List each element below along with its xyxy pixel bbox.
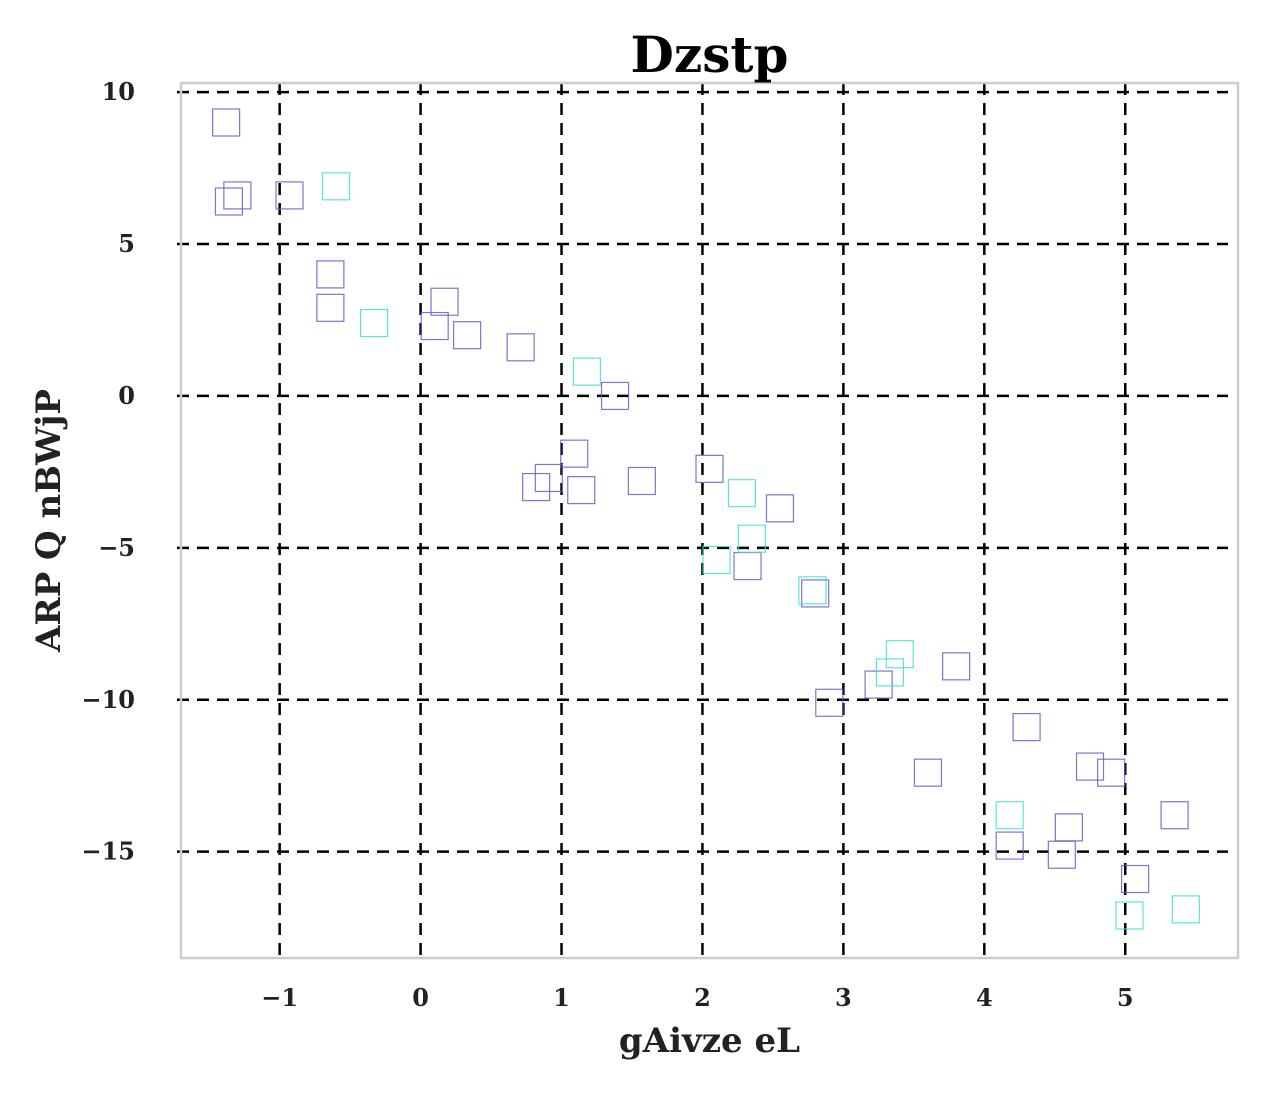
- chart-title: Dzstp: [631, 25, 789, 84]
- data-point: [211, 108, 241, 137]
- x-tick-label: −1: [261, 983, 298, 1012]
- data-point: [733, 551, 762, 581]
- grid: [177, 83, 1228, 958]
- plot-frame: [179, 81, 1240, 960]
- data-point: [864, 670, 893, 699]
- data-point: [1171, 895, 1200, 924]
- data-point: [737, 524, 766, 553]
- data-point: [214, 187, 244, 216]
- y-tick-label: −15: [81, 837, 135, 866]
- data-point: [1115, 901, 1144, 930]
- data-point: [1054, 813, 1083, 842]
- data-point: [627, 466, 656, 496]
- data-point: [798, 576, 827, 605]
- data-point: [815, 688, 844, 717]
- data-point: [430, 287, 459, 316]
- data-point: [359, 308, 389, 338]
- y-tick-label: 0: [118, 381, 135, 410]
- data-point: [885, 640, 914, 669]
- data-point: [995, 831, 1024, 860]
- data-point: [1047, 840, 1076, 869]
- data-point: [534, 463, 563, 493]
- x-tick-label: 4: [976, 983, 993, 1012]
- data-point: [942, 652, 971, 681]
- data-points: [211, 108, 1200, 930]
- data-point: [223, 181, 252, 210]
- y-tick-label: 5: [118, 229, 135, 258]
- data-point: [1075, 752, 1105, 781]
- data-point: [420, 311, 449, 341]
- data-point: [875, 658, 904, 687]
- data-point: [1160, 801, 1189, 830]
- data-point: [316, 260, 345, 289]
- x-tick-label: 5: [1117, 983, 1134, 1012]
- data-point: [765, 494, 795, 523]
- x-tick-label: 1: [553, 983, 570, 1012]
- data-point: [567, 476, 596, 505]
- y-tick-label: −5: [98, 533, 135, 562]
- x-tick-label: 0: [412, 983, 429, 1012]
- data-point: [913, 758, 943, 787]
- x-tick-label: 2: [694, 983, 711, 1012]
- data-point: [275, 181, 304, 210]
- data-point: [316, 293, 345, 322]
- data-point: [727, 479, 757, 508]
- y-tick-label: 10: [102, 77, 135, 106]
- data-point: [995, 801, 1024, 830]
- data-point: [600, 381, 630, 411]
- y-axis-label: ARP Q nBWjP: [29, 389, 69, 653]
- data-point: [452, 321, 482, 350]
- data-point: [560, 439, 589, 468]
- data-point: [522, 472, 551, 502]
- data-point: [1121, 864, 1150, 894]
- data-point: [695, 454, 724, 483]
- y-tick-label: −10: [81, 685, 135, 714]
- data-point: [1012, 712, 1041, 742]
- x-axis-label: gAivze eL: [619, 1021, 800, 1061]
- data-point: [801, 579, 830, 608]
- data-point: [702, 545, 731, 575]
- data-point: [506, 333, 535, 362]
- x-tick-label: 3: [835, 983, 852, 1012]
- data-point: [572, 357, 601, 386]
- data-point: [321, 172, 351, 201]
- data-point: [1097, 758, 1126, 787]
